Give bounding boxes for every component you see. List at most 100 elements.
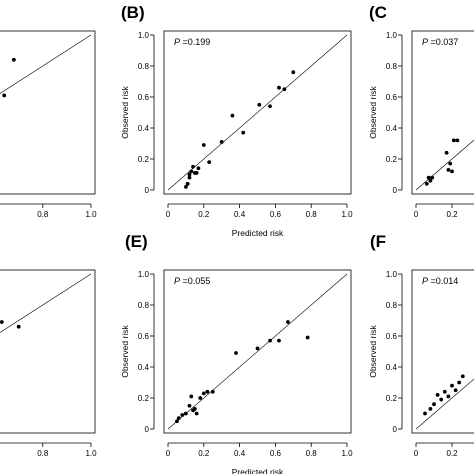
x-tick-label: 0.8	[37, 210, 49, 219]
data-point	[277, 338, 281, 343]
data-point	[455, 138, 460, 143]
data-point	[446, 394, 451, 399]
y-tick-label: 0.8	[386, 301, 398, 310]
data-point	[189, 394, 194, 399]
y-tick-label: 0.6	[138, 332, 150, 341]
y-tick-label: 0.4	[138, 124, 150, 133]
x-tick-label: 1.0	[341, 210, 353, 219]
data-point	[201, 391, 206, 396]
y-tick-label: 0.6	[386, 93, 398, 102]
p-value-annotation: P =0.055	[174, 276, 210, 286]
data-point	[428, 406, 433, 411]
y-tick-label: 0.4	[138, 363, 150, 372]
data-point	[194, 411, 199, 416]
x-tick-label: 0.2	[198, 210, 210, 219]
x-tick-label: 0.8	[306, 210, 318, 219]
panel-label: (B)	[121, 3, 145, 22]
y-tick-label: 0	[145, 186, 150, 195]
panel-b: 0 0.2 0.4 0.6 0.8 1.0 0 0.2 0.4 0.6 0.8 1.0 Predicte…	[120, 3, 353, 238]
plot-frame	[163, 30, 352, 195]
data-point	[210, 389, 215, 394]
x-tick-label: 0.6	[270, 449, 282, 458]
data-point	[435, 393, 440, 397]
data-point	[446, 167, 451, 172]
x-tick-label: 1.0	[85, 449, 97, 458]
y-tick-label: 0.8	[386, 62, 398, 71]
y-tick-label: 1.0	[386, 270, 398, 279]
data-point	[241, 130, 246, 135]
p-value-annotation: P =0.014	[422, 276, 458, 286]
data-point	[439, 397, 444, 402]
p-value-annotation: P =0.199	[174, 37, 210, 47]
data-point	[192, 406, 197, 411]
data-point	[187, 175, 192, 180]
x-tick-label: 1.0	[85, 210, 97, 219]
y-axis-title: Observed risk	[368, 86, 378, 139]
x-tick-label: 0.6	[270, 210, 282, 219]
x-tick-label: 0.6	[0, 210, 1, 219]
y-tick-label: 1.0	[138, 31, 150, 40]
p-value-annotation: P =0.037	[422, 37, 458, 47]
x-axis-title: Predicted risk	[232, 228, 284, 238]
data-point	[180, 413, 185, 417]
y-tick-label: 0.4	[386, 124, 398, 133]
x-tick-label: 0.6	[0, 449, 1, 458]
data-point	[428, 178, 433, 183]
y-axis-title: Observed risk	[368, 325, 378, 378]
data-point	[184, 185, 188, 189]
reference-line	[167, 34, 348, 191]
plot-frame	[411, 30, 474, 195]
y-tick-label: 0.2	[386, 155, 398, 164]
y-tick-label: 0.2	[138, 394, 150, 403]
data-point	[424, 181, 429, 186]
y-tick-label: 0.4	[386, 363, 398, 372]
data-point	[268, 338, 272, 343]
panel-e: 0 0.2 0.4 0.6 0.8 1.0 0 0.2 0.4 0.6 0.8 1.0 Predicte…	[120, 232, 353, 474]
data-point	[286, 320, 290, 324]
reference-line	[415, 139, 474, 191]
x-tick-label: 0.4	[234, 449, 246, 458]
reference-line	[415, 378, 474, 430]
panel-label: (C	[369, 3, 387, 22]
data-point	[432, 402, 436, 407]
data-point	[450, 169, 454, 174]
data-point	[16, 324, 21, 329]
data-point	[257, 102, 262, 107]
data-point	[207, 160, 212, 165]
y-tick-label: 0.6	[138, 93, 150, 102]
data-point	[291, 70, 296, 75]
data-point	[2, 93, 7, 98]
data-point	[442, 389, 447, 394]
y-tick-label: 1.0	[138, 270, 150, 279]
y-tick-label: 0	[393, 186, 398, 195]
data-point	[191, 164, 195, 169]
x-tick-label: 1.0	[341, 449, 353, 458]
reference-line	[0, 34, 92, 94]
data-point	[255, 346, 260, 351]
data-point	[187, 403, 192, 408]
data-point	[430, 175, 435, 180]
data-point	[196, 166, 201, 171]
data-point	[185, 181, 190, 186]
y-axis-title: Observed risk	[120, 86, 130, 139]
data-point	[198, 396, 203, 400]
data-point	[453, 388, 458, 393]
y-tick-label: 0.8	[138, 301, 150, 310]
y-tick-label: 0.6	[386, 332, 398, 341]
data-point	[423, 411, 427, 416]
panel-d: 00.20.40.60.81.000.20.40.60.81.0Predicte…	[0, 269, 97, 458]
y-tick-label: 1.0	[386, 31, 398, 40]
x-tick-label: 0.8	[306, 449, 318, 458]
data-point	[234, 351, 238, 355]
plot-frame	[411, 269, 474, 434]
data-point	[230, 113, 235, 118]
data-point	[11, 57, 16, 62]
data-point	[205, 389, 210, 394]
panel-f: 00.20.40.60.81.000.20.40.60.81.0Observed…	[368, 232, 474, 458]
x-tick-label: 0	[414, 210, 419, 219]
panel-c: 00.20.40.60.81.000.20.40.60.81.0Observed…	[368, 3, 474, 219]
data-point	[184, 411, 188, 416]
data-point	[450, 383, 454, 388]
data-point	[219, 140, 224, 144]
